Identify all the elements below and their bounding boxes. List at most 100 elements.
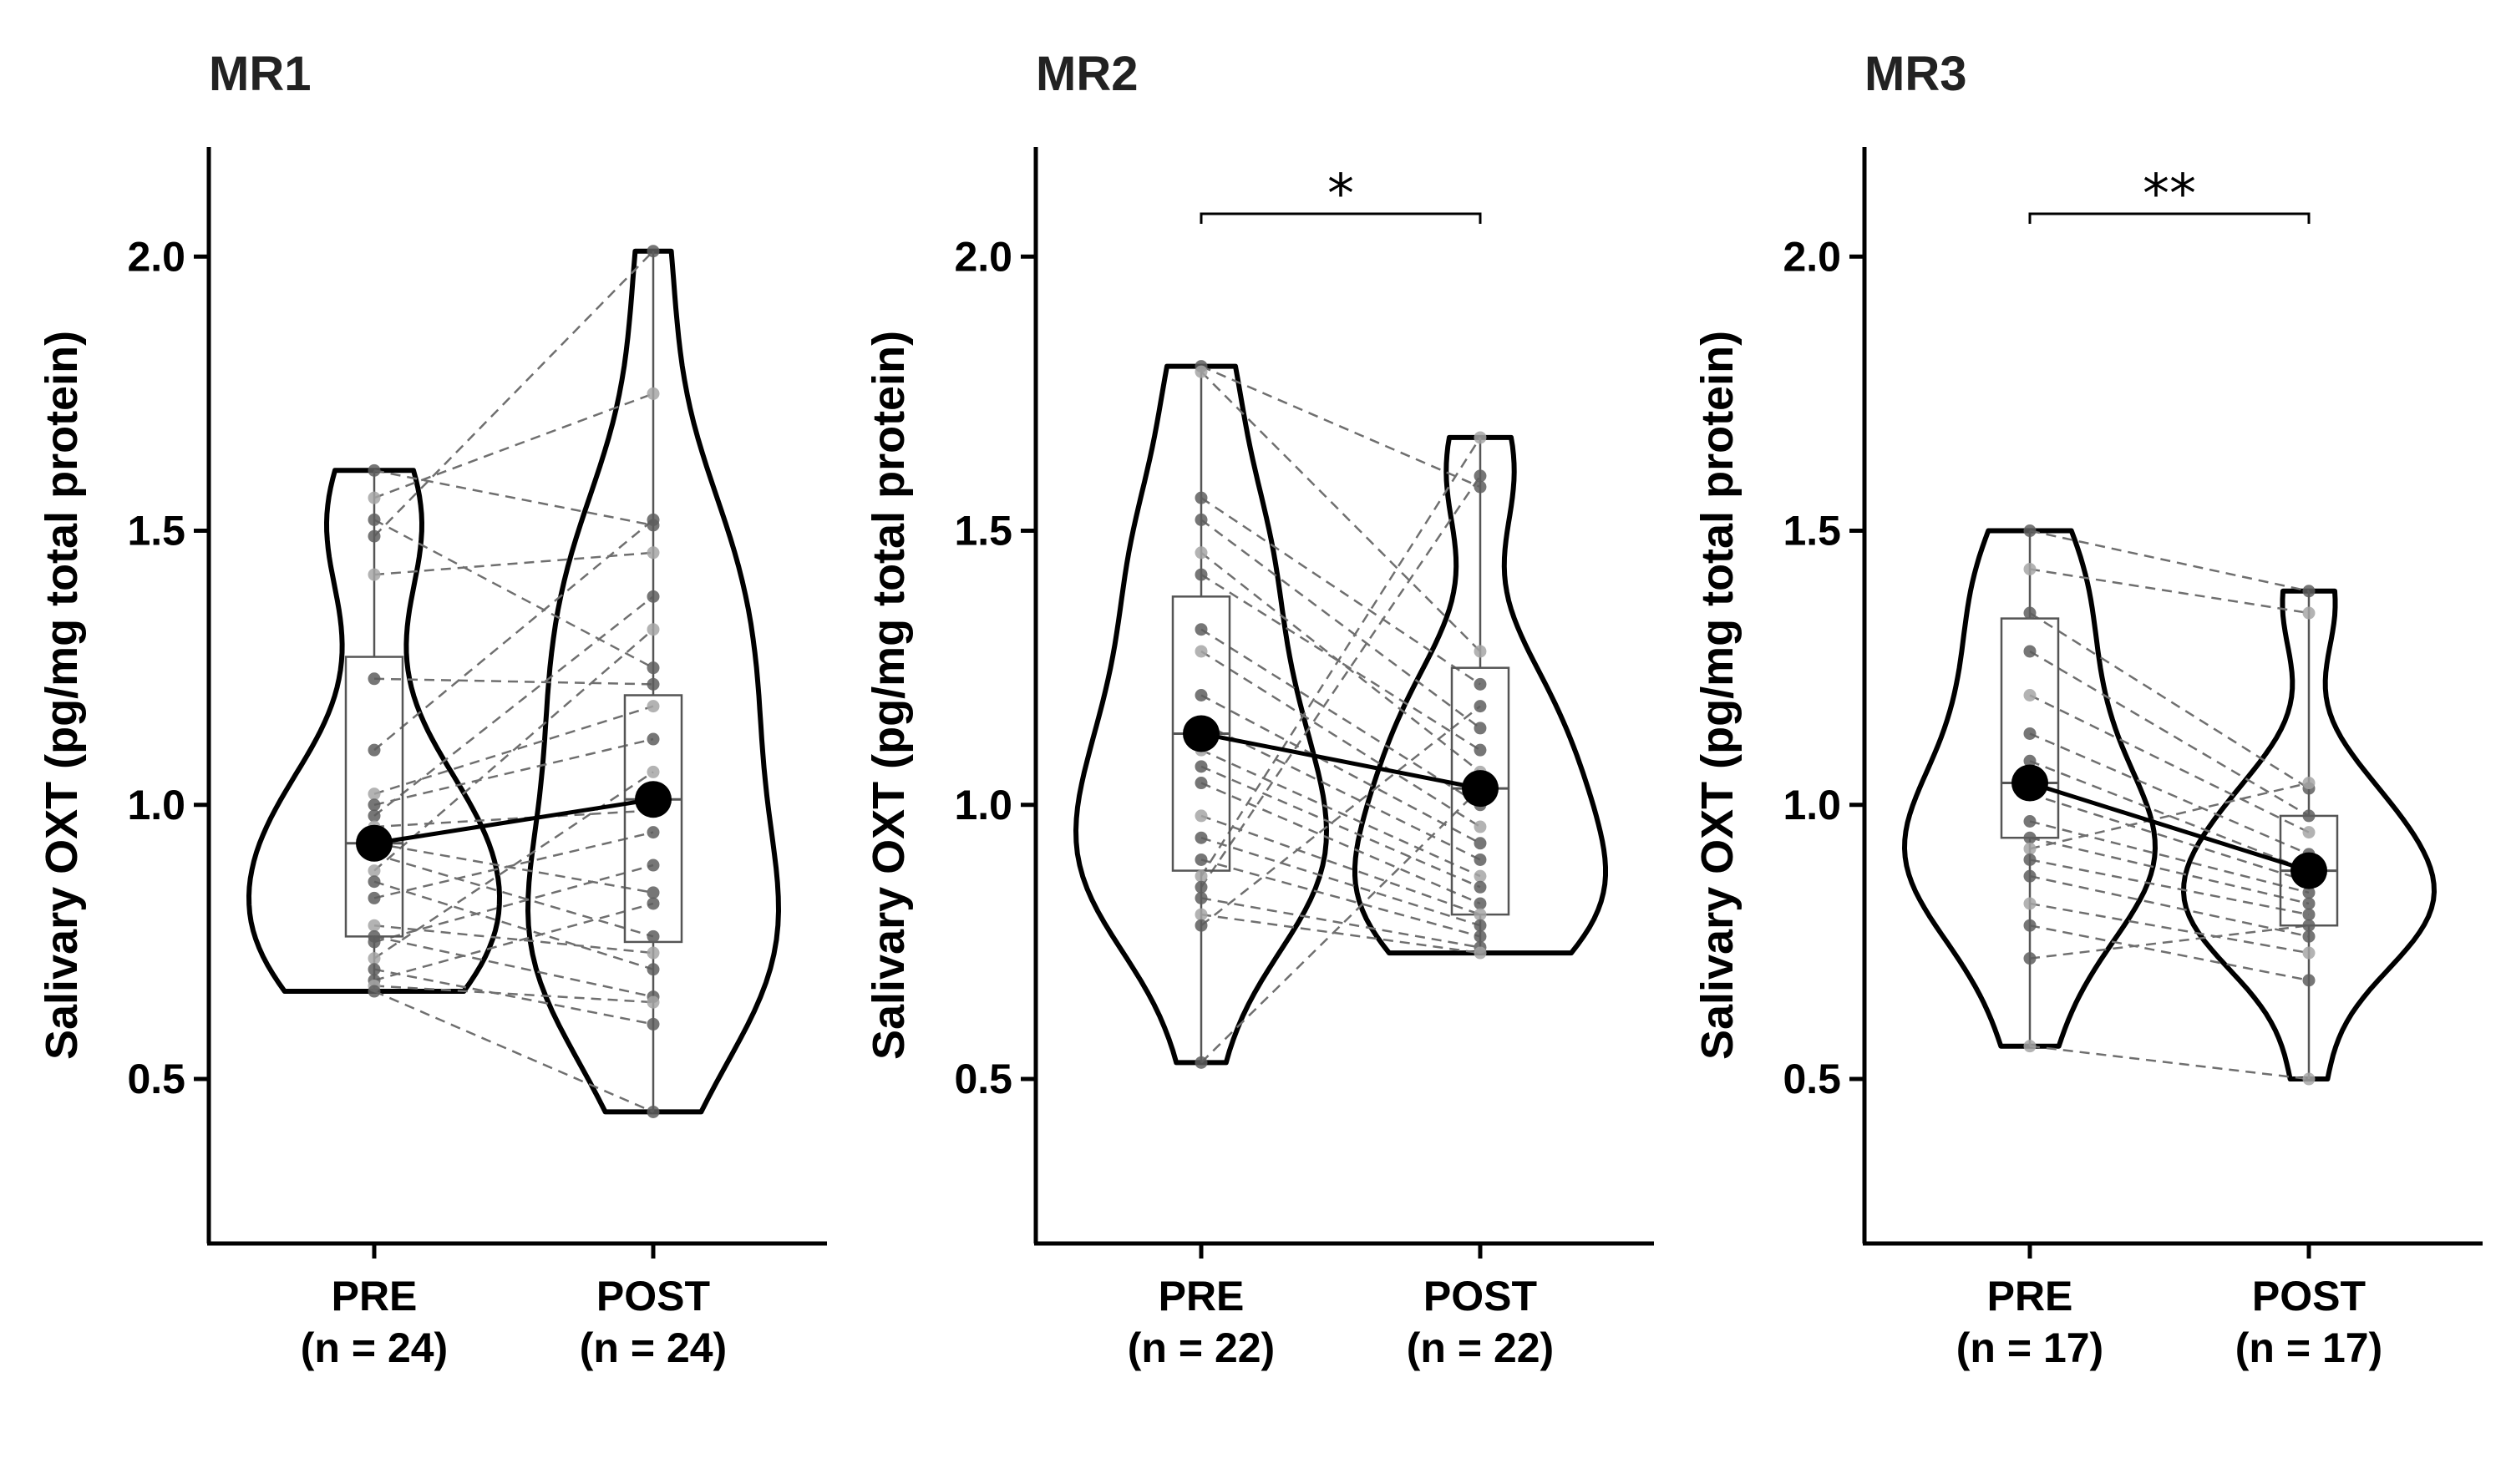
x-tick-n-label: (n = 17)	[1956, 1324, 2103, 1371]
paired-line	[373, 880, 654, 970]
paired-line	[373, 842, 654, 894]
data-point	[368, 891, 381, 904]
significance-label: **	[2143, 164, 2196, 225]
paired-line	[2029, 650, 2310, 818]
paired-line	[373, 628, 654, 872]
paired-line	[1200, 628, 1481, 806]
data-point	[1474, 929, 1487, 943]
mean-point	[1462, 770, 1499, 808]
mean-point	[1183, 715, 1220, 752]
data-point	[1474, 908, 1487, 921]
paired-line	[1200, 913, 1481, 955]
chart-panel-2: MR2 0.5 1.0 1.5 2.0 Salivary OXT (pg/mg total…	[864, 47, 1654, 1371]
paired-line	[2029, 694, 2310, 833]
paired-line	[373, 677, 654, 686]
mean-point	[356, 824, 393, 862]
paired-line	[2029, 836, 2310, 905]
data-point	[2023, 727, 2037, 740]
paired-line	[2029, 529, 2310, 592]
y-tick-label: 2.0	[1783, 233, 1841, 280]
data-point	[647, 732, 660, 746]
y-tick-label: 0.5	[954, 1056, 1012, 1102]
mean-point	[635, 781, 672, 818]
data-point	[368, 809, 381, 823]
paired-line	[1200, 836, 1481, 927]
paired-line	[373, 250, 654, 537]
paired-line	[1200, 475, 1482, 888]
data-point	[1474, 677, 1487, 691]
data-point	[1474, 722, 1487, 735]
data-point	[1195, 491, 1208, 504]
data-point	[647, 765, 660, 778]
paired-line	[1200, 858, 1481, 938]
paired-line	[373, 902, 654, 982]
data-point	[2302, 886, 2316, 899]
paired-line	[1200, 650, 1481, 828]
paired-line	[373, 771, 654, 960]
y-axis-title: Salivary OXT (pg/mg total protein)	[864, 331, 914, 1060]
data-point	[1195, 853, 1208, 866]
data-point	[647, 826, 660, 839]
data-point	[1195, 809, 1208, 823]
data-point	[368, 743, 381, 757]
y-tick-label: 2.0	[954, 233, 1012, 280]
x-tick-label: PRE	[332, 1273, 418, 1319]
data-point	[2302, 919, 2316, 932]
data-point	[1195, 919, 1208, 932]
paired-line	[373, 990, 654, 1113]
data-point	[2023, 831, 2037, 844]
paired-line	[2029, 858, 2310, 916]
x-tick-n-label: (n = 24)	[301, 1324, 448, 1371]
violin-post	[2181, 588, 2437, 1081]
data-point	[1195, 777, 1208, 790]
x-tick-label: POST	[596, 1273, 710, 1319]
data-point	[647, 513, 660, 526]
paired-line	[2029, 732, 2310, 856]
paired-line	[1200, 574, 1481, 752]
data-point	[2023, 919, 2037, 932]
data-point	[2023, 524, 2037, 538]
data-point	[647, 700, 660, 713]
data-point	[2302, 585, 2316, 598]
data-point	[647, 897, 660, 910]
data-point	[1474, 820, 1487, 833]
paired-line	[1200, 722, 1481, 861]
data-point	[368, 985, 381, 998]
paired-line	[373, 864, 654, 944]
paired-line	[1200, 694, 1481, 844]
data-point	[2023, 869, 2037, 883]
data-point	[1195, 1056, 1208, 1069]
data-point	[1474, 869, 1487, 883]
y-tick-label: 2.0	[127, 233, 185, 280]
data-point	[1474, 880, 1487, 894]
data-point	[2023, 897, 2037, 910]
data-point	[1195, 365, 1208, 378]
mean-point	[2011, 764, 2048, 802]
significance-bracket	[2028, 212, 2311, 224]
data-point	[647, 546, 660, 560]
paired-line	[2029, 793, 2310, 883]
paired-line	[373, 809, 654, 828]
data-point	[2023, 952, 2037, 965]
data-point	[368, 952, 381, 965]
data-point	[647, 245, 660, 258]
paired-line	[373, 519, 654, 669]
paired-line	[1200, 814, 1481, 916]
paired-line	[373, 968, 654, 1026]
paired-line	[1200, 437, 1482, 877]
data-point	[647, 677, 660, 691]
data-point	[1195, 568, 1208, 581]
paired-line	[373, 924, 654, 955]
paired-line	[1200, 788, 1481, 1064]
data-point	[1474, 946, 1487, 960]
data-point	[647, 1017, 660, 1031]
y-tick-label: 0.5	[127, 1056, 185, 1102]
mean-point	[2290, 852, 2327, 889]
paired-line	[1200, 365, 1481, 489]
data-point	[1474, 480, 1487, 494]
y-tick-label: 1.5	[1783, 508, 1841, 555]
x-tick-label: POST	[1423, 1273, 1537, 1319]
data-point	[2023, 645, 2037, 658]
y-tick-label: 1.0	[127, 782, 185, 828]
